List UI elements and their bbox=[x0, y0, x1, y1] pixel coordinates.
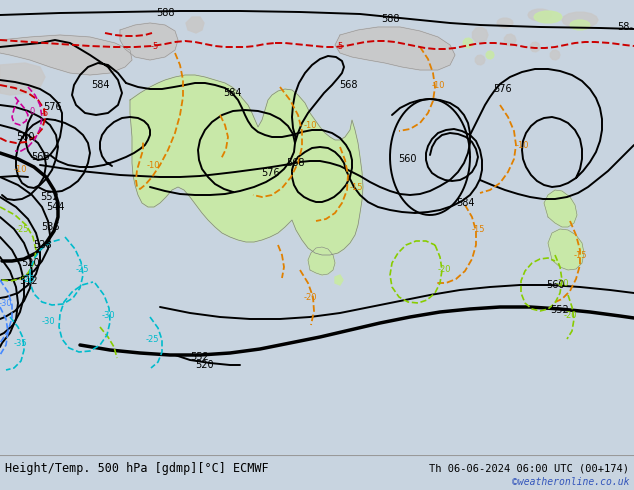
Text: -25: -25 bbox=[15, 225, 29, 235]
Polygon shape bbox=[120, 23, 178, 60]
Text: 552: 552 bbox=[41, 192, 60, 202]
Text: -30: -30 bbox=[41, 318, 55, 326]
Text: -10: -10 bbox=[13, 166, 27, 174]
Text: -15: -15 bbox=[573, 250, 586, 260]
Polygon shape bbox=[0, 35, 132, 75]
Text: 560: 560 bbox=[546, 280, 564, 290]
Text: 0: 0 bbox=[29, 107, 35, 117]
Polygon shape bbox=[497, 18, 513, 28]
Text: 588: 588 bbox=[156, 8, 174, 18]
Polygon shape bbox=[335, 27, 455, 70]
Text: 568: 568 bbox=[339, 80, 357, 90]
Text: 512: 512 bbox=[18, 276, 37, 286]
Text: 520: 520 bbox=[21, 258, 39, 268]
Text: -20: -20 bbox=[303, 293, 317, 301]
Text: -5: -5 bbox=[151, 43, 159, 51]
Text: 544: 544 bbox=[46, 202, 64, 212]
Text: 588: 588 bbox=[381, 14, 399, 24]
Text: -20: -20 bbox=[437, 266, 451, 274]
Text: -25: -25 bbox=[22, 275, 35, 285]
Polygon shape bbox=[476, 55, 485, 65]
Polygon shape bbox=[505, 34, 516, 46]
Text: 552: 552 bbox=[550, 305, 569, 315]
Text: 576: 576 bbox=[42, 102, 61, 112]
Polygon shape bbox=[0, 63, 45, 95]
Text: 576: 576 bbox=[261, 168, 280, 178]
Polygon shape bbox=[463, 38, 473, 48]
Text: 576: 576 bbox=[494, 84, 512, 94]
Polygon shape bbox=[486, 51, 494, 59]
Text: 560: 560 bbox=[398, 154, 417, 164]
Text: 58ₐ: 58ₐ bbox=[617, 22, 633, 32]
Text: -5: -5 bbox=[41, 108, 49, 118]
Text: -5: -5 bbox=[336, 43, 344, 51]
Text: 552: 552 bbox=[191, 352, 209, 362]
Polygon shape bbox=[335, 275, 343, 285]
Text: -35: -35 bbox=[13, 339, 27, 347]
Text: 520: 520 bbox=[196, 360, 214, 370]
Text: -20: -20 bbox=[555, 278, 569, 288]
Text: ©weatheronline.co.uk: ©weatheronline.co.uk bbox=[512, 477, 629, 487]
Text: -10: -10 bbox=[515, 141, 529, 149]
Text: 568: 568 bbox=[31, 152, 49, 162]
Text: Th 06-06-2024 06:00 UTC (00+174): Th 06-06-2024 06:00 UTC (00+174) bbox=[429, 463, 629, 473]
Polygon shape bbox=[544, 190, 577, 227]
Polygon shape bbox=[130, 75, 363, 255]
Text: 584: 584 bbox=[456, 198, 474, 208]
Text: -25: -25 bbox=[145, 336, 158, 344]
Polygon shape bbox=[528, 9, 552, 21]
Text: -30: -30 bbox=[101, 311, 115, 319]
Text: -15: -15 bbox=[349, 182, 363, 192]
Text: -20: -20 bbox=[563, 311, 577, 319]
Text: -25: -25 bbox=[75, 266, 89, 274]
Text: 528: 528 bbox=[33, 240, 51, 250]
Text: 568: 568 bbox=[286, 158, 304, 168]
Text: -30: -30 bbox=[0, 298, 12, 308]
Text: 584: 584 bbox=[91, 80, 109, 90]
Text: 536: 536 bbox=[41, 222, 59, 232]
Text: Height/Temp. 500 hPa [gdmp][°C] ECMWF: Height/Temp. 500 hPa [gdmp][°C] ECMWF bbox=[5, 462, 269, 474]
Polygon shape bbox=[534, 11, 562, 23]
Polygon shape bbox=[472, 27, 488, 43]
Polygon shape bbox=[548, 229, 584, 270]
Polygon shape bbox=[530, 42, 540, 52]
Polygon shape bbox=[562, 12, 598, 28]
Text: -10: -10 bbox=[303, 121, 317, 129]
Text: 560: 560 bbox=[16, 132, 34, 142]
Text: -15: -15 bbox=[471, 225, 485, 235]
Polygon shape bbox=[308, 247, 335, 275]
Text: -10: -10 bbox=[431, 80, 444, 90]
Polygon shape bbox=[550, 50, 560, 60]
Text: 584: 584 bbox=[223, 88, 242, 98]
Text: -10: -10 bbox=[146, 161, 160, 170]
Polygon shape bbox=[570, 20, 590, 30]
Polygon shape bbox=[186, 17, 204, 33]
